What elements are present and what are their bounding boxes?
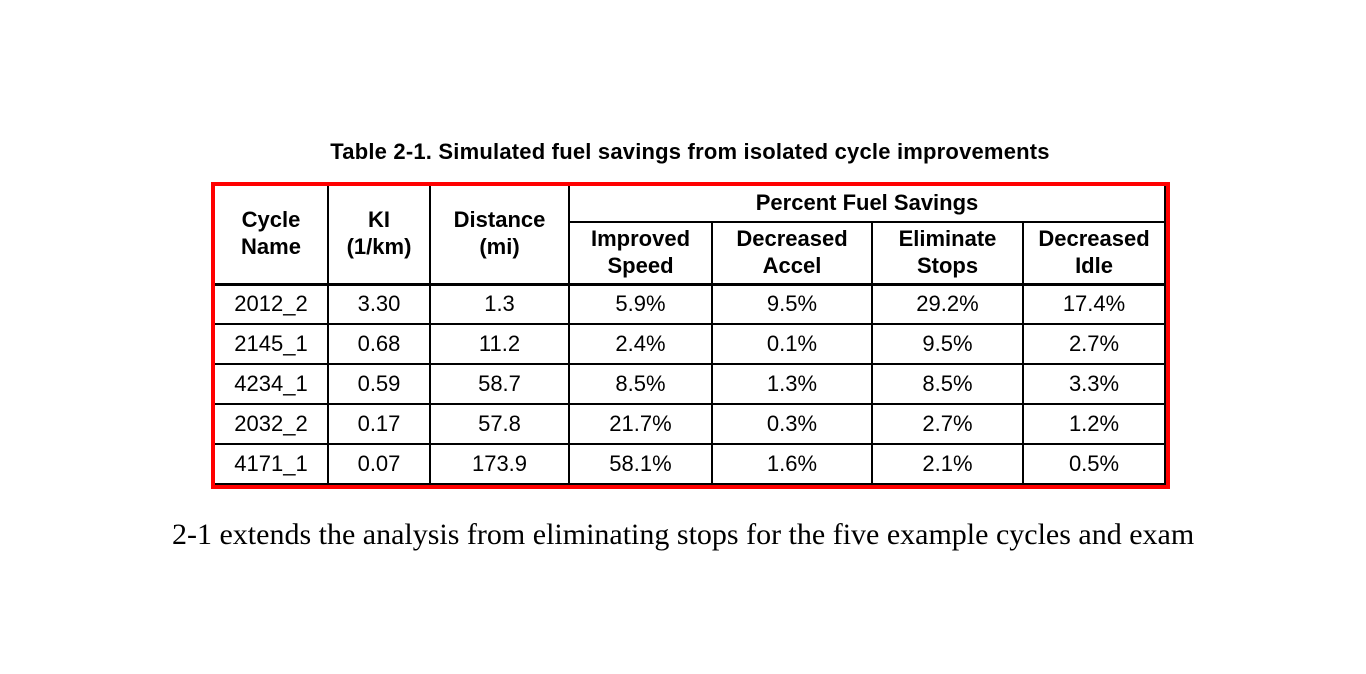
fuel-savings-table: Cycle Name KI (1/km) Distance (mi) Perce… xyxy=(215,186,1167,485)
col-header-decreased-idle: Decreased Idle xyxy=(1021,221,1167,285)
cell-cycle-name: 4171_1 xyxy=(215,443,329,485)
col-header-improved-speed: Improved Speed xyxy=(569,221,713,285)
cell-decreased-idle: 17.4% xyxy=(1021,282,1167,325)
cell-ki: 0.07 xyxy=(327,443,431,485)
table-row: 4171_1 0.07 173.9 58.1% 1.6% 2.1% 0.5% xyxy=(215,443,1167,485)
cell-decreased-accel: 1.6% xyxy=(711,443,873,485)
table-row: 2032_2 0.17 57.8 21.7% 0.3% 2.7% 1.2% xyxy=(215,403,1167,445)
cell-decreased-accel: 0.1% xyxy=(711,323,873,365)
cell-ki: 0.17 xyxy=(327,403,431,445)
col-header-eliminate-stops: Eliminate Stops xyxy=(871,221,1024,285)
col-header-cycle-name: Cycle Name xyxy=(215,186,329,285)
cell-eliminate-stops: 8.5% xyxy=(871,363,1024,405)
cell-decreased-accel: 9.5% xyxy=(711,282,873,325)
cell-improved-speed: 5.9% xyxy=(568,282,713,325)
cell-distance: 57.8 xyxy=(429,403,570,445)
cell-decreased-idle: 2.7% xyxy=(1021,323,1167,365)
table-row: 2145_1 0.68 11.2 2.4% 0.1% 9.5% 2.7% xyxy=(215,323,1167,365)
cell-decreased-accel: 1.3% xyxy=(711,363,873,405)
cell-decreased-idle: 0.5% xyxy=(1021,443,1167,485)
cell-cycle-name: 2145_1 xyxy=(215,323,329,365)
table-title: Table 2-1. Simulated fuel savings from i… xyxy=(330,139,1050,164)
cell-eliminate-stops: 2.7% xyxy=(871,403,1024,445)
table-header: Cycle Name KI (1/km) Distance (mi) Perce… xyxy=(215,186,1167,285)
cell-improved-speed: 2.4% xyxy=(568,323,713,365)
header-row-sub: Improved Speed Decreased Accel Eliminate… xyxy=(215,221,1167,285)
cell-distance: 58.7 xyxy=(429,363,570,405)
cell-decreased-idle: 3.3% xyxy=(1021,363,1167,405)
cell-cycle-name: 4234_1 xyxy=(215,363,329,405)
cell-ki: 0.59 xyxy=(327,363,431,405)
cell-eliminate-stops: 2.1% xyxy=(871,443,1024,485)
document-body-text: 2-1 extends the analysis from eliminatin… xyxy=(172,518,1195,551)
cell-distance: 1.3 xyxy=(429,282,570,325)
col-header-ki: KI (1/km) xyxy=(327,186,431,285)
cell-improved-speed: 21.7% xyxy=(568,403,713,445)
col-header-decreased-accel: Decreased Accel xyxy=(711,221,873,285)
cell-decreased-accel: 0.3% xyxy=(711,403,873,445)
header-row-group: Cycle Name KI (1/km) Distance (mi) Perce… xyxy=(215,186,1167,285)
table-row: 4234_1 0.59 58.7 8.5% 1.3% 8.5% 3.3% xyxy=(215,363,1167,405)
cell-decreased-idle: 1.2% xyxy=(1021,403,1167,445)
cell-improved-speed: 58.1% xyxy=(568,443,713,485)
cell-distance: 173.9 xyxy=(429,443,570,485)
group-header-percent-fuel-savings: Percent Fuel Savings xyxy=(567,186,1167,223)
table-row: 2012_2 3.30 1.3 5.9% 9.5% 29.2% 17.4% xyxy=(215,282,1167,325)
cell-eliminate-stops: 9.5% xyxy=(871,323,1024,365)
cell-cycle-name: 2012_2 xyxy=(215,282,329,325)
cell-eliminate-stops: 29.2% xyxy=(871,282,1024,325)
cell-ki: 3.30 xyxy=(327,282,431,325)
cell-improved-speed: 8.5% xyxy=(568,363,713,405)
table-body: 2012_2 3.30 1.3 5.9% 9.5% 29.2% 17.4% 21… xyxy=(215,282,1167,485)
fuel-savings-table-border: Cycle Name KI (1/km) Distance (mi) Perce… xyxy=(211,182,1171,489)
col-header-distance: Distance (mi) xyxy=(429,186,570,285)
cell-cycle-name: 2032_2 xyxy=(215,403,329,445)
cell-distance: 11.2 xyxy=(429,323,570,365)
cell-ki: 0.68 xyxy=(327,323,431,365)
